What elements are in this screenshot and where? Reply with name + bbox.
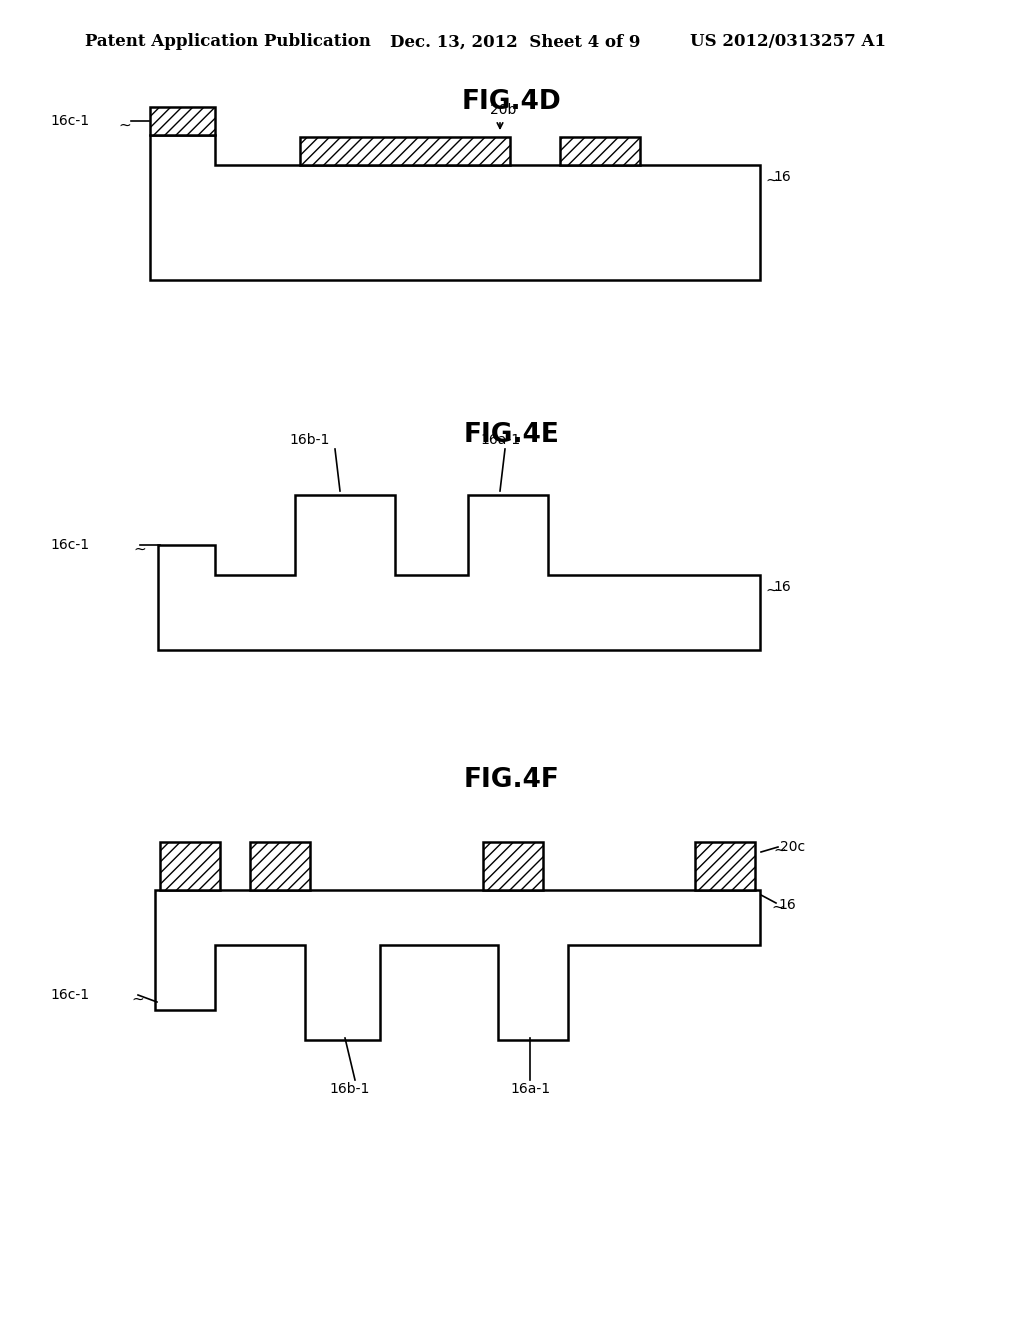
Text: 16b-1: 16b-1: [290, 433, 330, 447]
Text: FIG.4F: FIG.4F: [464, 767, 560, 793]
Bar: [695, 842, 755, 890]
Text: 20c: 20c: [780, 840, 805, 854]
Text: 16: 16: [773, 170, 791, 183]
Text: 16: 16: [773, 579, 791, 594]
Text: Patent Application Publication: Patent Application Publication: [85, 33, 371, 50]
Text: ∼: ∼: [765, 173, 778, 187]
Text: 16: 16: [778, 898, 796, 912]
Text: ∼: ∼: [133, 541, 145, 557]
Bar: [300, 137, 510, 165]
Bar: [483, 842, 543, 890]
Text: 20b: 20b: [490, 103, 516, 117]
Text: ∼: ∼: [131, 991, 143, 1006]
Polygon shape: [155, 890, 760, 1040]
Text: 16b-1: 16b-1: [330, 1082, 371, 1096]
Bar: [150, 107, 215, 135]
Text: US 2012/0313257 A1: US 2012/0313257 A1: [690, 33, 886, 50]
Bar: [160, 842, 220, 890]
Text: ∼: ∼: [771, 899, 783, 915]
Text: Dec. 13, 2012  Sheet 4 of 9: Dec. 13, 2012 Sheet 4 of 9: [390, 33, 640, 50]
Text: 16c-1: 16c-1: [50, 987, 89, 1002]
Bar: [250, 842, 310, 890]
Polygon shape: [150, 135, 760, 280]
Text: 16c-1: 16c-1: [50, 539, 89, 552]
Text: ∼: ∼: [765, 582, 778, 598]
Text: FIG.4D: FIG.4D: [462, 88, 562, 115]
Text: ∼: ∼: [118, 117, 131, 132]
Text: 16a-1: 16a-1: [480, 433, 520, 447]
Text: 16c-1: 16c-1: [50, 114, 89, 128]
Text: 16a-1: 16a-1: [510, 1082, 550, 1096]
Bar: [560, 137, 640, 165]
Text: FIG.4E: FIG.4E: [464, 422, 560, 447]
Polygon shape: [158, 495, 760, 649]
Text: ∼: ∼: [773, 842, 785, 858]
